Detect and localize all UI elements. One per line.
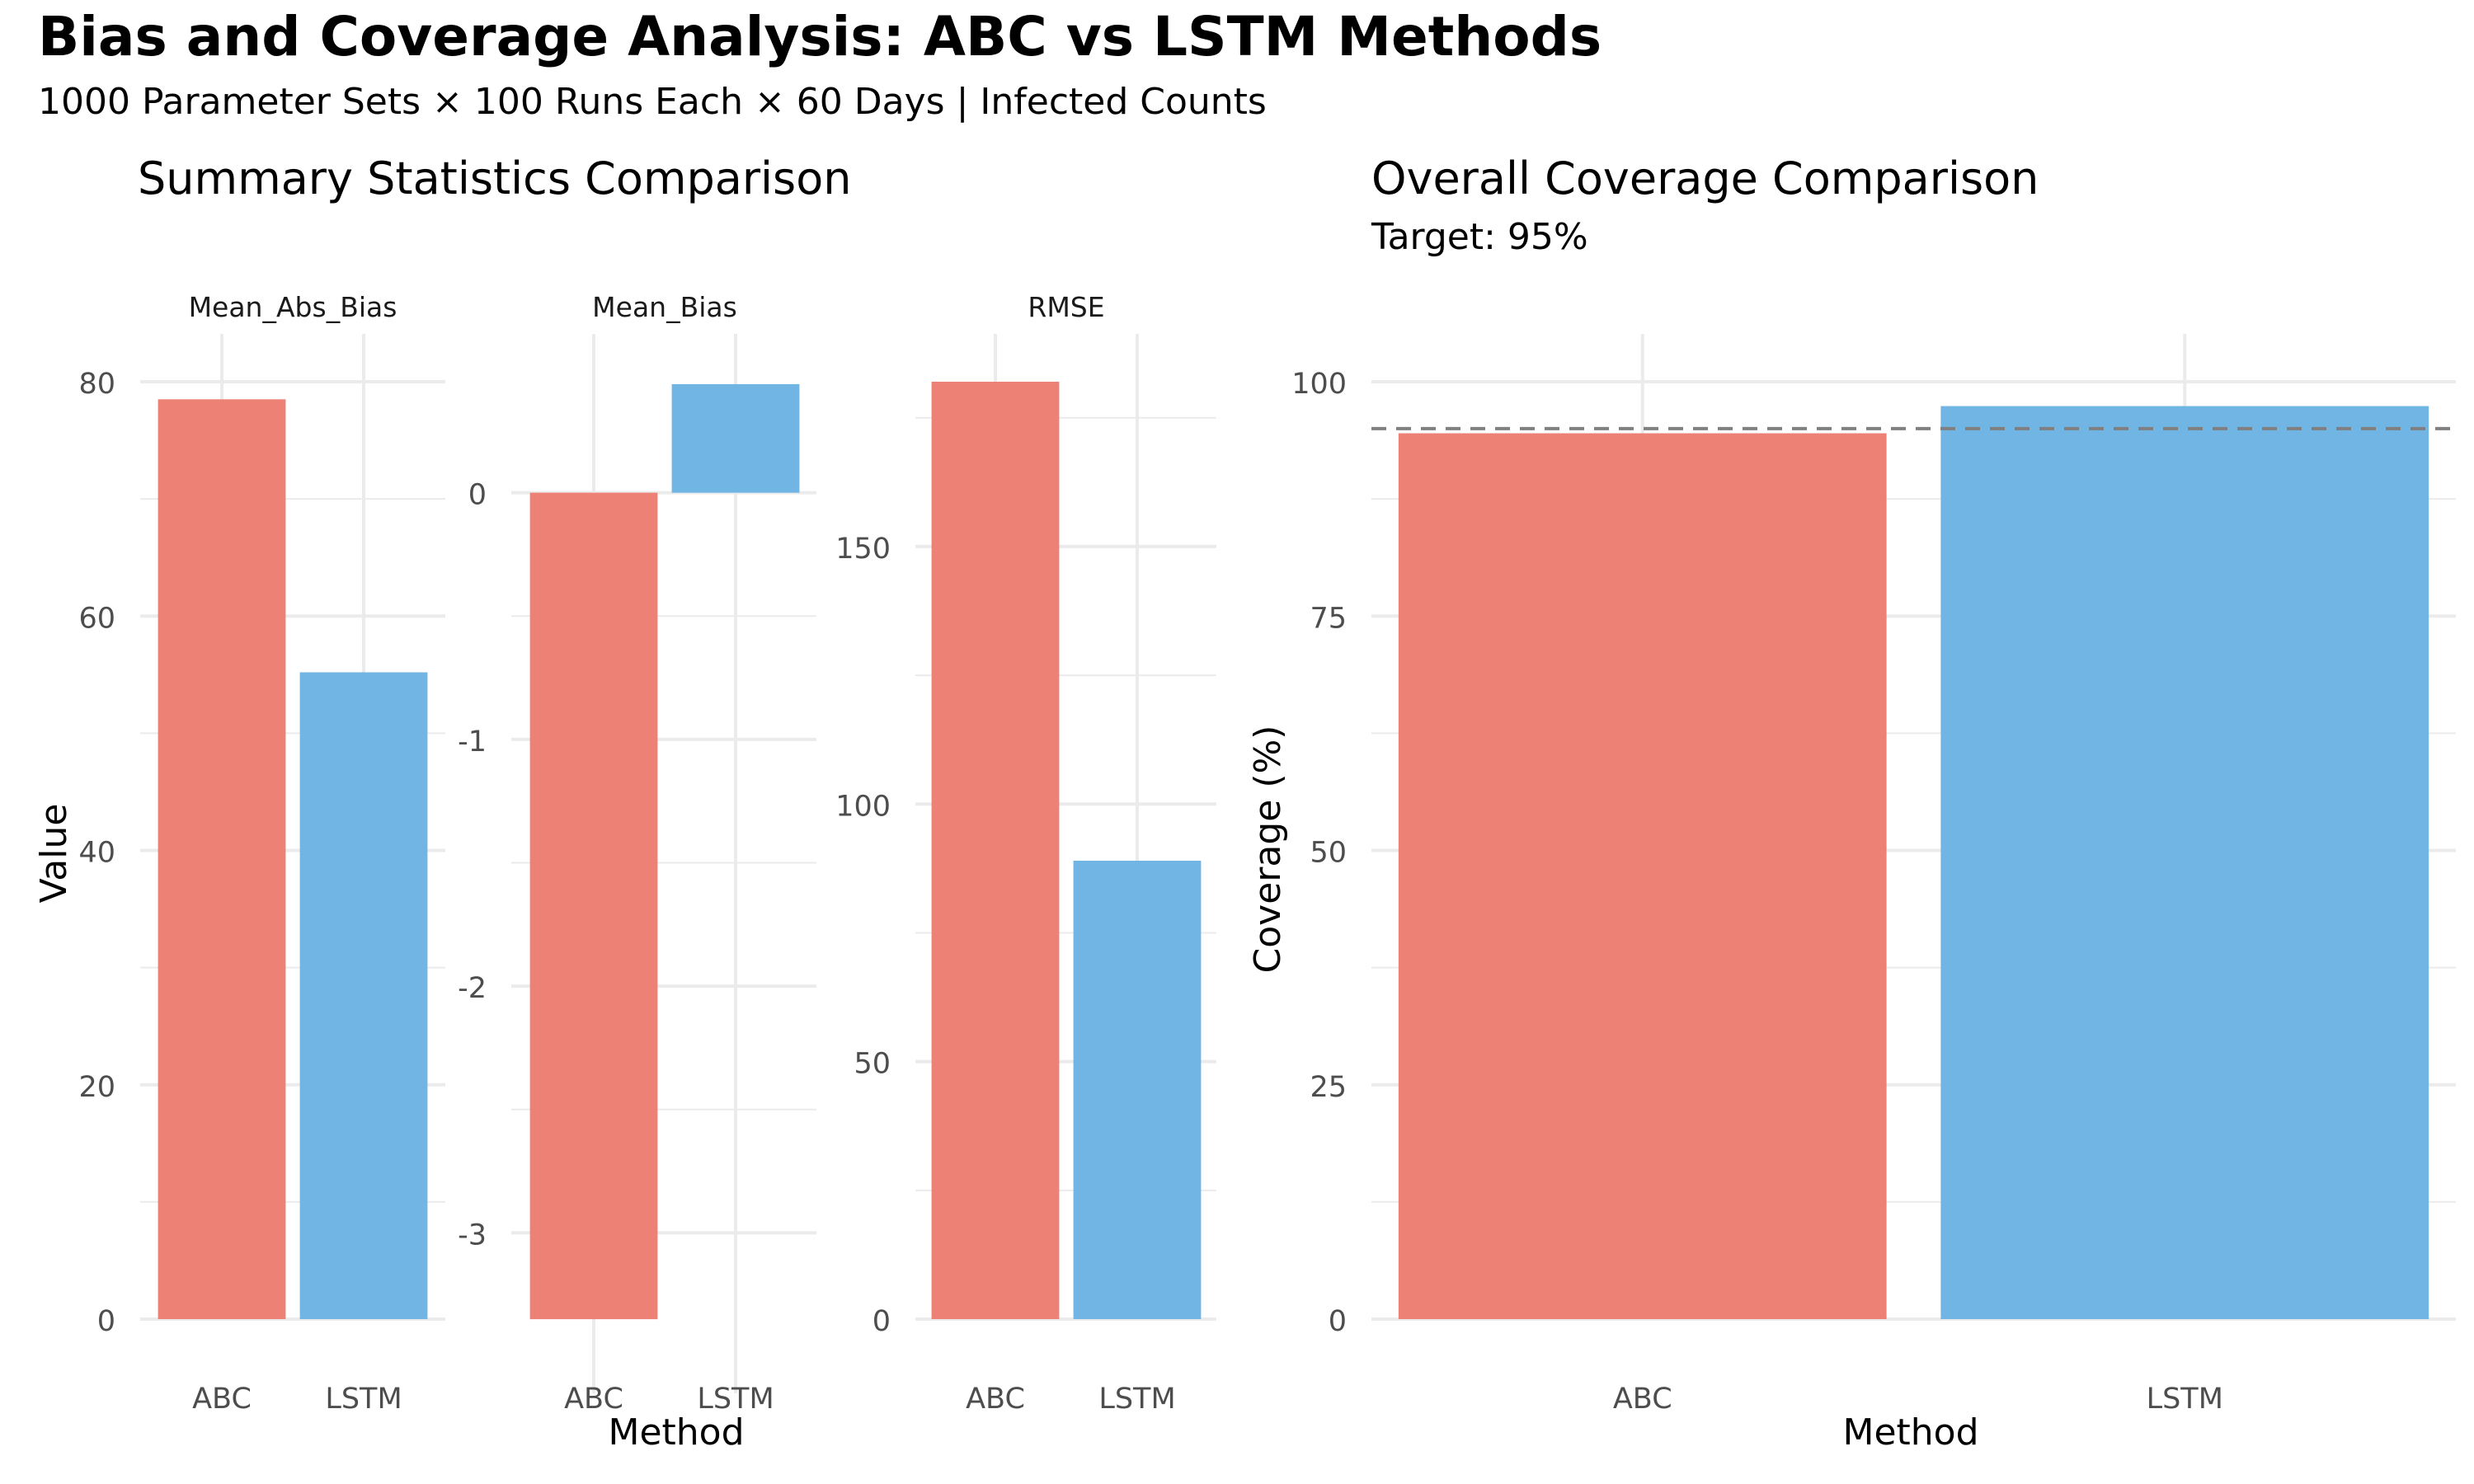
rmse-bar-lstm: [1074, 861, 1202, 1319]
coverage-y-tick-label: 100: [1291, 368, 1347, 401]
coverage-bar-lstm: [1940, 406, 2429, 1319]
rmse-bar-abc: [932, 382, 1060, 1319]
rmse-y-tick-label: 0: [872, 1305, 891, 1338]
mean-bias-x-tick-label: LSTM: [697, 1383, 774, 1416]
left-x-axis-label: Method: [608, 1411, 744, 1453]
coverage-x-tick-label: LSTM: [2147, 1383, 2223, 1416]
mean-bias-y-tick-label: 0: [468, 479, 487, 512]
coverage-y-tick-label: 0: [1329, 1305, 1347, 1338]
right-panel-subtitle: Target: 95%: [1371, 216, 1588, 258]
mean-bias-y-tick-label: -3: [458, 1219, 487, 1252]
rmse-x-tick-label: LSTM: [1098, 1383, 1175, 1416]
mean-abs-bias-y-tick-label: 40: [78, 837, 115, 870]
mean-bias-strip-label: Mean_Bias: [592, 291, 737, 323]
mean-abs-bias-strip-label: Mean_Abs_Bias: [189, 291, 397, 323]
rmse-x-tick-label: ABC: [966, 1383, 1025, 1416]
coverage-y-tick-label: 25: [1310, 1071, 1347, 1104]
left-y-axis-label: Value: [33, 804, 75, 904]
mean-bias-bar-abc: [530, 493, 658, 1319]
mean-bias-y-tick-label: -1: [458, 726, 487, 758]
coverage-y-tick-label: 50: [1310, 837, 1347, 870]
mean-abs-bias-y-tick-label: 80: [78, 368, 115, 401]
mean-bias-x-tick-label: ABC: [564, 1383, 623, 1416]
right-y-axis-label: Coverage (%): [1247, 726, 1289, 974]
mean-abs-bias-bar-lstm: [300, 672, 428, 1319]
rmse-y-tick-label: 150: [835, 533, 891, 566]
coverage-y-tick-label: 75: [1310, 602, 1347, 635]
mean-bias-bar-lstm: [672, 384, 800, 493]
mean-abs-bias-y-tick-label: 60: [78, 602, 115, 635]
mean-abs-bias-x-tick-label: LSTM: [325, 1383, 402, 1416]
left-panel-title: Summary Statistics Comparison: [138, 153, 851, 204]
coverage-bar-abc: [1399, 434, 1887, 1319]
rmse-strip-label: RMSE: [1028, 291, 1104, 323]
rmse-y-tick-label: 100: [835, 790, 891, 823]
rmse-y-tick-label: 50: [854, 1048, 891, 1081]
mean-abs-bias-x-tick-label: ABC: [192, 1383, 252, 1416]
mean-abs-bias-y-tick-label: 20: [78, 1071, 115, 1104]
mean-bias-y-tick-label: -2: [458, 972, 487, 1005]
right-x-axis-label: Method: [1842, 1411, 1978, 1453]
mean-abs-bias-y-tick-label: 0: [97, 1305, 115, 1338]
right-panel-title: Overall Coverage Comparison: [1371, 153, 2039, 204]
mean-abs-bias-bar-abc: [158, 399, 286, 1319]
coverage-x-tick-label: ABC: [1613, 1383, 1672, 1416]
